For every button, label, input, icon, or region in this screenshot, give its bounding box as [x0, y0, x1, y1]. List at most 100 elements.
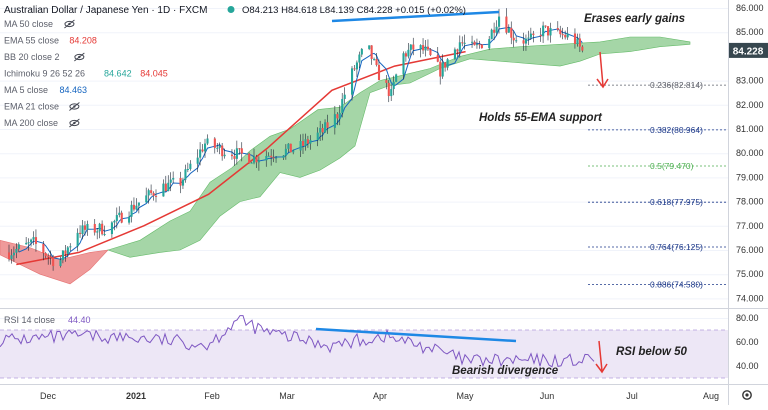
candle-body [542, 25, 545, 37]
candle-body [498, 16, 501, 27]
candle-body [429, 49, 432, 56]
candle-body [368, 45, 371, 49]
candle-body [199, 149, 202, 158]
candle-body [240, 148, 243, 154]
candle-body [167, 182, 170, 192]
candle-body [275, 157, 278, 159]
candle-body [115, 215, 118, 221]
candle-body [355, 62, 358, 70]
time-tick-label: Jul [626, 391, 638, 401]
candle-body [493, 29, 496, 33]
candle-body [81, 225, 84, 234]
indicator-label[interactable]: EMA 55 close [4, 36, 59, 46]
candle-body [218, 145, 221, 148]
market-status-dot [227, 6, 235, 13]
candle-body [326, 122, 329, 128]
candle-body [316, 132, 319, 140]
price-tick-label: 85.000 [736, 27, 764, 37]
candle-body [93, 223, 96, 233]
time-axis[interactable]: Dec 2021 Feb Mar Apr May Jun Jul Aug [40, 391, 719, 401]
indicator-label[interactable]: MA 50 close [4, 19, 53, 29]
annotation-erases-gains: Erases early gains [584, 13, 685, 25]
candle-body [424, 46, 427, 51]
candle-body [113, 220, 116, 223]
candle-body [270, 155, 273, 158]
candle-body [549, 28, 552, 36]
rsi-pane[interactable]: 80.00 60.00 40.00 [0, 313, 759, 379]
rsi-tick-label: 80.00 [736, 313, 759, 323]
symbol-title[interactable]: Australian Dollar / Japanese Yen · 1D · … [4, 5, 207, 16]
price-axis[interactable]: 86.000 85.000 83.000 82.000 81.000 80.000 79.0… [736, 3, 764, 303]
candle-body [510, 27, 513, 38]
candle-body [559, 29, 562, 35]
gear-icon[interactable] [742, 390, 752, 400]
candle-body [453, 49, 456, 60]
candle-body [488, 38, 491, 49]
candle-body [547, 26, 550, 36]
indicator-label[interactable]: MA 5 close [4, 85, 48, 95]
candle-body [385, 80, 388, 83]
candle-body [213, 138, 216, 148]
candle-body [150, 190, 153, 193]
candle-body [216, 147, 219, 149]
eye-hidden-icon[interactable] [74, 52, 85, 62]
candle-body [576, 38, 579, 44]
candle-body [478, 44, 481, 46]
indicator-label[interactable]: Ichimoku 9 26 52 26 [4, 69, 85, 79]
candle-body [441, 62, 444, 77]
candle-body [505, 16, 508, 33]
candle-body [265, 156, 268, 161]
candle-body [42, 243, 45, 254]
indicator-label[interactable]: MA 200 close [4, 118, 58, 128]
candle-body [539, 35, 542, 37]
ohlc-values: O84.213 H84.618 L84.139 C84.228 +0.015 (… [242, 5, 466, 16]
ema-55-path [16, 50, 466, 266]
indicator-label[interactable]: EMA 21 close [4, 102, 59, 112]
rsi-line [0, 315, 595, 368]
candle-body [253, 156, 256, 163]
candle-body [8, 252, 11, 260]
candle-body [578, 38, 581, 47]
price-tick-label: 86.000 [736, 3, 764, 13]
candle-body [44, 253, 47, 256]
price-tick-label: 79.000 [736, 172, 764, 182]
price-tick-label: 77.000 [736, 221, 764, 231]
price-tick-label: 74.000 [736, 293, 764, 303]
candle-body [299, 141, 302, 151]
fib-level-label: 0.764(76.125) [650, 242, 703, 252]
candle-body [343, 94, 346, 99]
price-tick-label: 78.000 [736, 197, 764, 207]
eye-hidden-icon[interactable] [69, 102, 80, 111]
candle-body [436, 55, 439, 62]
rsi-label[interactable]: RSI 14 close [4, 315, 55, 325]
candle-body [101, 223, 104, 235]
eye-hidden-icon[interactable] [64, 19, 75, 29]
candle-body [461, 42, 464, 44]
candle-body [573, 33, 577, 44]
indicator-label[interactable]: BB 20 close 2 [4, 52, 60, 62]
price-tick-label: 83.000 [736, 76, 764, 86]
candle-body [390, 89, 393, 97]
rsi-tick-label: 40.00 [736, 361, 759, 371]
candle-body [404, 53, 407, 57]
candle-body [446, 59, 449, 68]
candle-body [480, 44, 483, 49]
candle-body [120, 212, 123, 223]
time-tick-label: Feb [204, 391, 220, 401]
candle-body [233, 156, 236, 159]
candle-body [10, 255, 13, 260]
candle-body [412, 44, 415, 50]
time-tick-label: 2021 [126, 391, 146, 401]
price-tick-label: 80.000 [736, 148, 764, 158]
candle-body [439, 61, 442, 77]
eye-hidden-icon[interactable] [69, 118, 80, 128]
candle-body [221, 145, 224, 157]
candle-body [201, 149, 204, 152]
price-tick-label: 76.000 [736, 245, 764, 255]
candle-body [52, 257, 55, 267]
current-price-tag: 84.228 [729, 42, 768, 58]
candle-body [556, 28, 559, 30]
candle-body [238, 148, 241, 150]
candle-body [515, 40, 518, 42]
